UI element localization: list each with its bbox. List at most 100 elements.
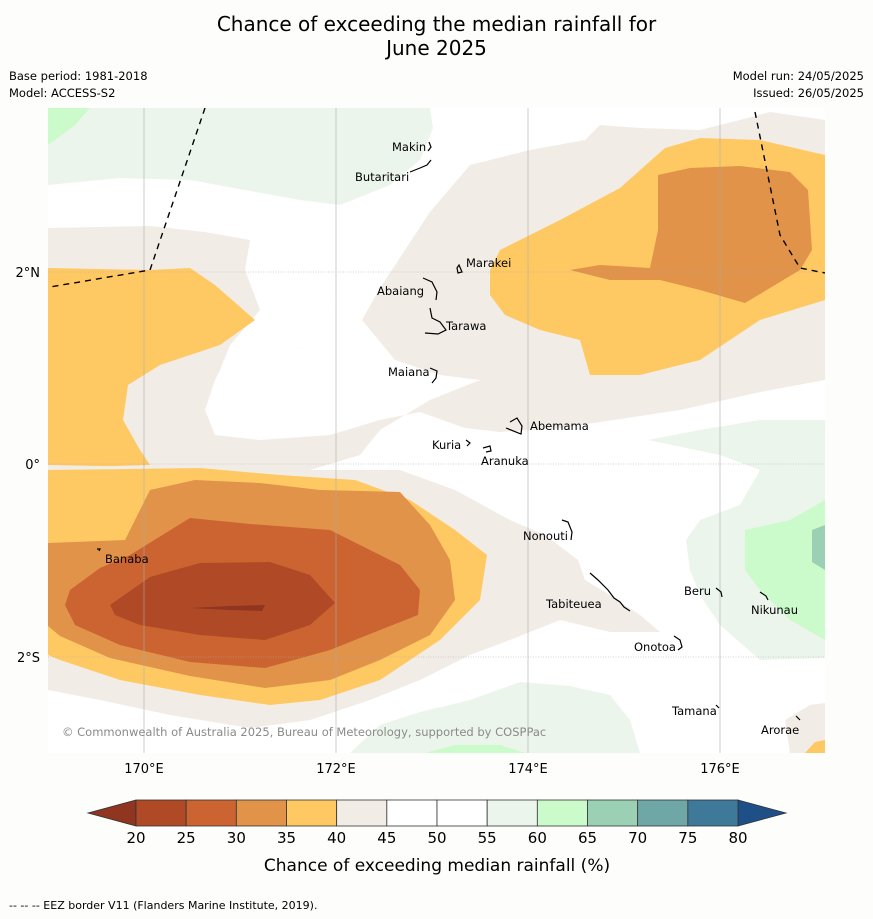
aranuka-island xyxy=(482,445,492,453)
island-label-tabiteuea: Tabiteuea xyxy=(545,597,602,611)
colorbar-cell xyxy=(587,799,639,827)
butaritari-island xyxy=(409,159,432,173)
meta-left: Base period: 1981-2018 Model: ACCESS-S2 xyxy=(9,68,148,102)
colorbar-title: Chance of exceeding median rainfall (%) xyxy=(264,856,610,876)
tabiteuea-island xyxy=(589,572,631,612)
lat-label-equator: 0° xyxy=(25,458,40,473)
island-label-nikunau: Nikunau xyxy=(751,603,798,617)
colorbar-tick-label: 40 xyxy=(327,829,346,847)
island-label-kuria: Kuria xyxy=(432,438,461,452)
lat-label-2n: 2°N xyxy=(16,266,41,281)
island-outlines xyxy=(97,141,801,721)
onotoa-island xyxy=(673,635,683,651)
meta-right: Model run: 24/05/2025 Issued: 26/05/2025 xyxy=(733,68,864,102)
island-label-arorae: Arorae xyxy=(761,723,799,737)
map-panel: Makin Butaritari Marakei Abaiang Tarawa … xyxy=(48,108,825,753)
contour-20-25-south xyxy=(110,562,335,640)
model-run: Model run: 24/05/2025 xyxy=(732,69,864,83)
colorbar-tick-label: 60 xyxy=(528,829,547,847)
nonouti-island xyxy=(561,519,573,541)
eez-footnote: -- -- -- EEZ border V11 (Flanders Marine… xyxy=(9,899,318,912)
colorbar-cell xyxy=(687,799,739,827)
abaiang-island xyxy=(422,277,438,301)
longitude-labels: 170°E 172°E 174°E 176°E xyxy=(124,762,740,777)
island-label-tamana: Tamana xyxy=(671,704,717,718)
banaba-island xyxy=(97,548,101,552)
colorbar-tick-label: 30 xyxy=(227,829,246,847)
contour-60-65-bottom xyxy=(425,745,525,753)
lat-label-2s: 2°S xyxy=(17,651,40,666)
colorbar-tick-label: 75 xyxy=(678,829,697,847)
base-period: Base period: 1981-2018 xyxy=(9,69,148,83)
colorbar-low-arrow xyxy=(86,799,137,827)
map-title: Chance of exceeding the median rainfall … xyxy=(0,12,873,60)
contour-65-70-east xyxy=(812,525,825,570)
title-line-2: June 2025 xyxy=(386,36,487,60)
colorbar: 20 25 30 35 40 45 50 55 60 65 70 75 80 xyxy=(86,799,788,847)
issued-date: Issued: 26/05/2025 xyxy=(753,86,864,100)
island-label-onotoa: Onotoa xyxy=(634,640,676,654)
arorae-island xyxy=(795,715,801,721)
abemama-island xyxy=(505,417,523,435)
colorbar-tick-label: 55 xyxy=(478,829,497,847)
contour-60-65-east xyxy=(745,500,825,640)
colorbar-cell xyxy=(386,799,438,827)
kuria-island xyxy=(465,439,471,447)
colorbar-cell xyxy=(436,799,488,827)
island-label-aranuka: Aranuka xyxy=(481,454,529,468)
contour-35-40-bottom-right xyxy=(805,740,825,753)
colorbar-high-arrow xyxy=(737,799,788,827)
colorbar-tick-label: 35 xyxy=(277,829,296,847)
beru-island xyxy=(715,587,723,598)
island-label-abemama: Abemama xyxy=(530,419,589,433)
copyright-notice: © Commonwealth of Australia 2025, Bureau… xyxy=(62,725,546,739)
island-label-beru: Beru xyxy=(684,584,711,598)
island-label-makin: Makin xyxy=(392,140,426,154)
colorbar-cell xyxy=(536,799,588,827)
island-label-abaiang: Abaiang xyxy=(377,284,424,298)
maiana-island xyxy=(429,367,438,384)
lon-label-174e: 174°E xyxy=(508,762,548,777)
contour-45-50-centre xyxy=(215,240,330,380)
tarawa-island xyxy=(424,307,447,335)
colorbar-tick-label: 45 xyxy=(377,829,396,847)
colorbar-tick-label: 25 xyxy=(177,829,196,847)
colorbar-cell xyxy=(486,799,538,827)
colorbar-tick-label: 50 xyxy=(427,829,446,847)
lon-label-176e: 176°E xyxy=(700,762,740,777)
island-label-nonouti: Nonouti xyxy=(523,529,568,543)
model-name: Model: ACCESS-S2 xyxy=(9,86,116,100)
colorbar-tick-label: 70 xyxy=(628,829,647,847)
colorbar-tick-label: 20 xyxy=(126,829,145,847)
contour-55-60-bottom xyxy=(350,682,640,753)
marakei-island xyxy=(456,263,463,274)
colorbar-cell xyxy=(286,799,338,827)
island-label-butaritari: Butaritari xyxy=(355,170,409,184)
lon-label-172e: 172°E xyxy=(316,762,356,777)
contour-35-40-left xyxy=(48,268,255,468)
colorbar-cell xyxy=(185,799,237,827)
contour-60-65-top-left xyxy=(48,108,90,145)
island-labels: Makin Butaritari Marakei Abaiang Tarawa … xyxy=(105,140,799,737)
graticule xyxy=(48,108,825,753)
colorbar-tick-label: 80 xyxy=(728,829,747,847)
island-label-marakei: Marakei xyxy=(466,256,511,270)
tamana-island xyxy=(715,704,720,709)
eez-border xyxy=(49,108,825,288)
lon-label-170e: 170°E xyxy=(124,762,164,777)
colorbar-cell xyxy=(336,799,388,827)
island-label-maiana: Maiana xyxy=(388,365,430,379)
colorbar-cell xyxy=(235,799,287,827)
colorbar-cell xyxy=(135,799,187,827)
colorbar-cell xyxy=(637,799,689,827)
latitude-labels: 2°N 0° 2°S xyxy=(16,266,41,666)
island-label-banaba: Banaba xyxy=(105,552,149,566)
contour-30-35-northeast xyxy=(570,166,812,303)
colorbar-tick-label: 65 xyxy=(578,829,597,847)
title-line-1: Chance of exceeding the median rainfall … xyxy=(216,12,657,36)
contour-below-20-core xyxy=(190,605,265,611)
island-label-tarawa: Tarawa xyxy=(445,319,486,333)
makin-island xyxy=(427,141,432,152)
nikunau-island xyxy=(759,591,769,601)
